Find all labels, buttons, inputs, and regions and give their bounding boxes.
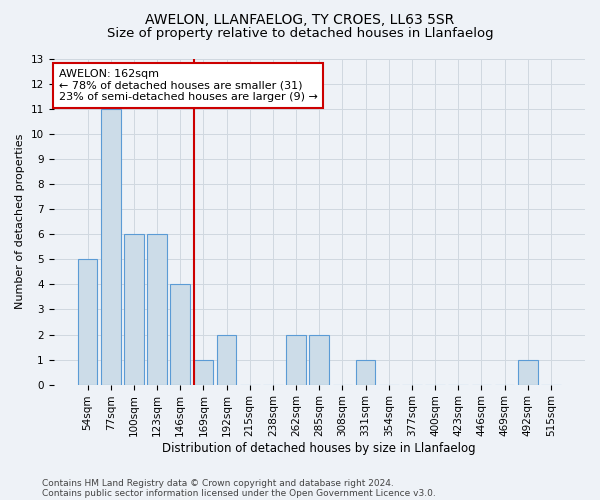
Bar bbox=[217, 334, 236, 384]
Bar bbox=[77, 260, 97, 384]
Text: AWELON, LLANFAELOG, TY CROES, LL63 5SR: AWELON, LLANFAELOG, TY CROES, LL63 5SR bbox=[145, 12, 455, 26]
Bar bbox=[356, 360, 376, 384]
Y-axis label: Number of detached properties: Number of detached properties bbox=[15, 134, 25, 310]
Text: Size of property relative to detached houses in Llanfaelog: Size of property relative to detached ho… bbox=[107, 28, 493, 40]
Bar bbox=[286, 334, 306, 384]
Bar bbox=[147, 234, 167, 384]
Text: AWELON: 162sqm
← 78% of detached houses are smaller (31)
23% of semi-detached ho: AWELON: 162sqm ← 78% of detached houses … bbox=[59, 69, 318, 102]
Bar bbox=[170, 284, 190, 384]
Bar bbox=[194, 360, 213, 384]
Text: Contains public sector information licensed under the Open Government Licence v3: Contains public sector information licen… bbox=[42, 488, 436, 498]
Text: Contains HM Land Registry data © Crown copyright and database right 2024.: Contains HM Land Registry data © Crown c… bbox=[42, 478, 394, 488]
Bar bbox=[101, 109, 121, 384]
X-axis label: Distribution of detached houses by size in Llanfaelog: Distribution of detached houses by size … bbox=[163, 442, 476, 455]
Bar bbox=[124, 234, 144, 384]
Bar bbox=[518, 360, 538, 384]
Bar bbox=[310, 334, 329, 384]
